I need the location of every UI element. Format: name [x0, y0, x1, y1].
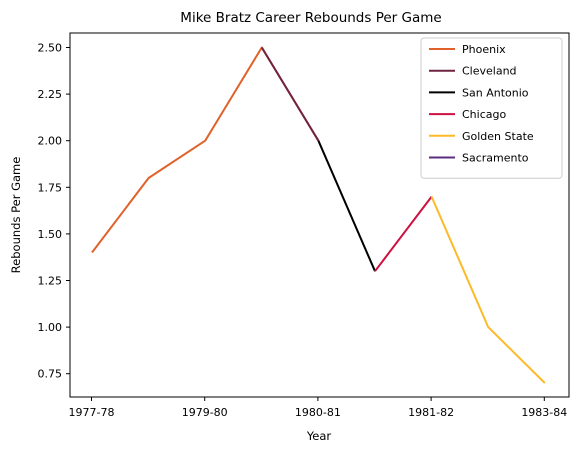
- x-axis: 1977-781979-801980-811981-821983-841985-…: [69, 397, 567, 419]
- legend-label: San Antonio: [462, 86, 529, 99]
- series-line-2: [317, 140, 376, 272]
- legend-label: Sacramento: [462, 152, 529, 165]
- legend-label: Golden State: [462, 130, 534, 143]
- x-tick-label: 1979-80: [182, 406, 228, 419]
- y-tick-label: 0.75: [38, 368, 63, 381]
- series-line-4: [430, 196, 546, 384]
- series-line-1: [260, 46, 320, 142]
- y-tick-label: 2.00: [38, 135, 63, 148]
- y-tick-label: 1.25: [38, 275, 63, 288]
- legend-label: Phoenix: [462, 43, 506, 56]
- x-tick-label: 1977-78: [69, 406, 115, 419]
- y-tick-label: 2.25: [38, 88, 63, 101]
- y-tick-label: 2.50: [38, 42, 63, 55]
- series-line-3: [374, 195, 433, 272]
- plot-frame: [69, 32, 570, 398]
- y-tick-label: 1.50: [38, 228, 63, 241]
- x-tick-label: 1983-84: [521, 406, 567, 419]
- plot-lines: [91, 46, 546, 384]
- legend: Phoenix Cleveland San Antonio Chicago Golden…: [420, 37, 563, 179]
- legend-label: Chicago: [462, 108, 506, 121]
- y-tick-label: 1.75: [38, 181, 63, 194]
- chart-title: Mike Bratz Career Rebounds Per Game: [180, 10, 441, 26]
- y-axis-label: Rebounds Per Game: [9, 157, 23, 274]
- x-axis-label: Year: [306, 429, 332, 443]
- y-axis: 0.75 1.00 1.25 1.50 1.75 2.00 2.25 2.50: [38, 42, 70, 381]
- x-tick-label: 1981-82: [408, 406, 454, 419]
- x-tick-label: 1980-81: [295, 406, 341, 419]
- series-line-0: [91, 46, 320, 254]
- legend-box: [420, 37, 563, 179]
- legend-label: Cleveland: [462, 65, 517, 78]
- y-tick-label: 1.00: [38, 321, 63, 334]
